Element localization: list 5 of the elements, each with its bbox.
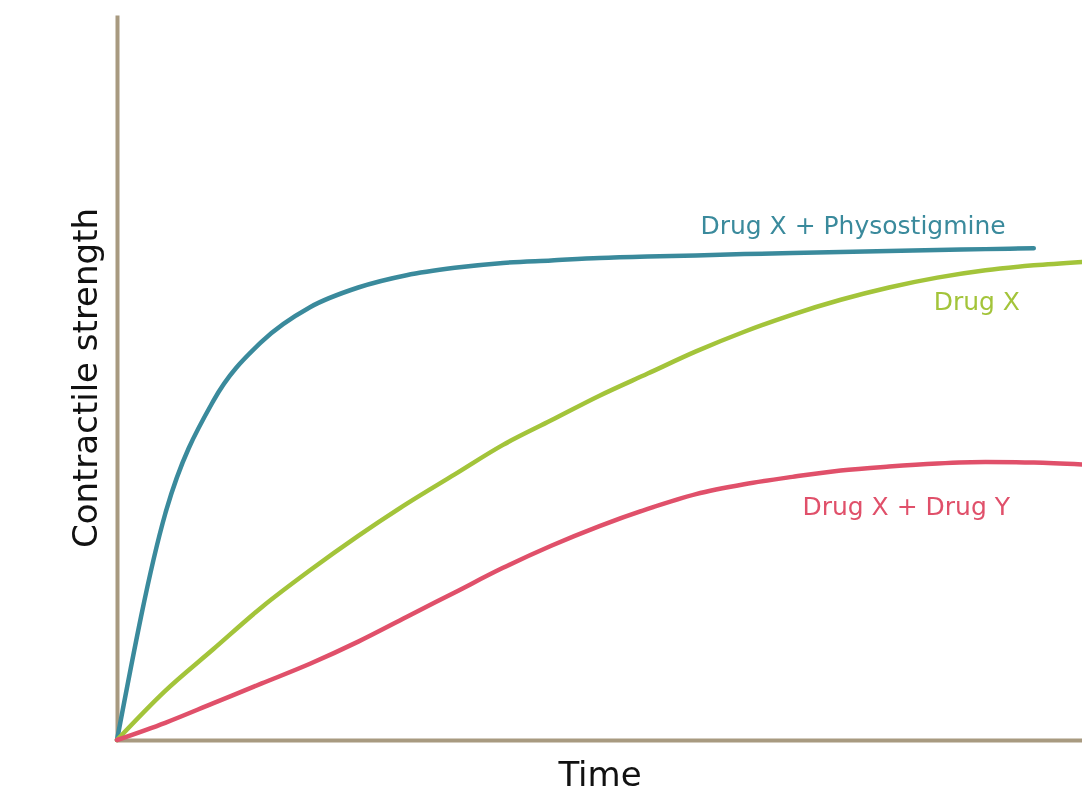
series-label: Drug X — [933, 286, 1020, 316]
x-axis-title: Time — [557, 753, 642, 794]
series-label: Drug X + Drug Y — [802, 491, 1011, 521]
y-axis-title: Contractile strength — [64, 207, 105, 549]
series-label: Drug X + Physostigmine — [700, 211, 1006, 241]
